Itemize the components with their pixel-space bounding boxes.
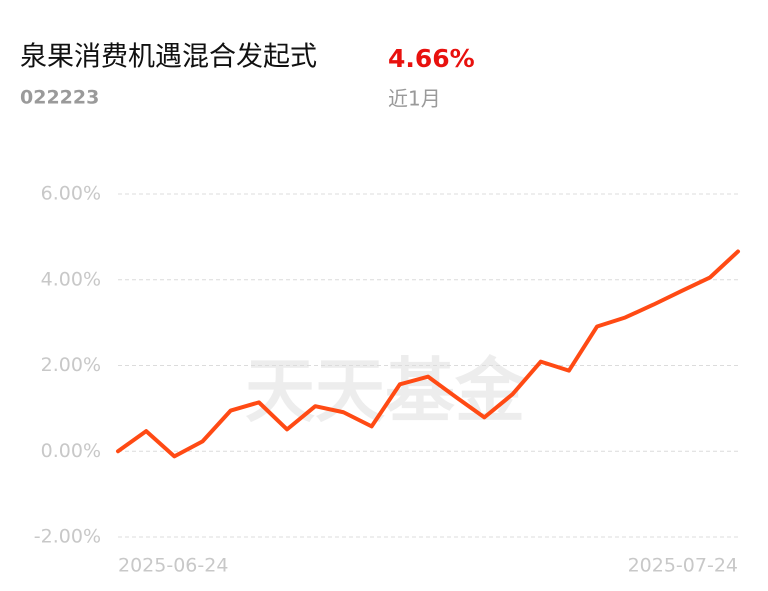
fund-name: 泉果消费机遇混合发起式 (20, 42, 317, 73)
y-tick-label: -2.00% (34, 526, 101, 548)
y-tick-label: 4.00% (41, 268, 101, 290)
y-tick-label: 6.00% (41, 183, 101, 205)
x-tick-label: 2025-07-24 (628, 555, 738, 577)
y-tick-label: 0.00% (41, 440, 101, 462)
fund-code: 022223 (20, 87, 99, 109)
watermark: 天天基金 (245, 350, 526, 432)
return-value: 4.66% (388, 44, 475, 73)
y-tick-label: 2.00% (41, 354, 101, 376)
line-series (116, 249, 740, 459)
x-tick-label: 2025-06-24 (118, 555, 228, 577)
period-label: 近1月 (388, 87, 441, 111)
